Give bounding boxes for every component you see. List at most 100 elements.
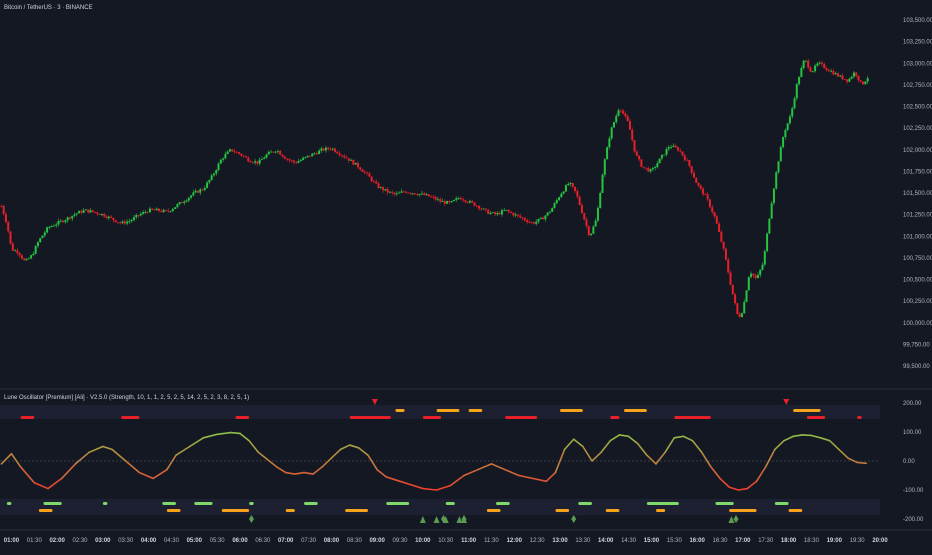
candle-body xyxy=(724,248,727,260)
candle-body xyxy=(162,210,165,212)
oscillator-line-segment xyxy=(33,481,49,490)
candle-body xyxy=(407,192,410,194)
time-tick-label: 17:00 xyxy=(735,538,751,544)
candle-body xyxy=(452,199,455,202)
oscillator-line-segment xyxy=(856,461,868,465)
candle-body xyxy=(807,60,810,68)
candle-body xyxy=(478,205,481,209)
candle-body xyxy=(368,173,371,177)
time-tick-label: 16:00 xyxy=(689,538,705,544)
candle-body xyxy=(832,70,835,75)
candle-body xyxy=(331,148,334,150)
oscillator-tick-label: -200.00 xyxy=(903,517,924,523)
oscillator-line-segment xyxy=(764,448,776,468)
candle-body xyxy=(587,226,590,236)
oscillator-line-segment xyxy=(175,445,191,457)
candle-body xyxy=(734,294,737,304)
candle-body xyxy=(850,76,853,79)
price-tick-label: 103,000.00 xyxy=(903,61,932,67)
candle-body xyxy=(539,217,542,219)
oscillator-line-segment xyxy=(673,435,685,439)
bottom-orange-bar xyxy=(555,509,570,512)
candle-body xyxy=(462,199,465,201)
time-tick-label: 04:30 xyxy=(164,538,180,544)
candle-body xyxy=(443,201,446,204)
diamond-marker xyxy=(248,515,254,523)
candle-body xyxy=(240,153,243,156)
candle-body xyxy=(656,163,659,168)
oscillator-line-segment xyxy=(330,448,342,459)
candle-body xyxy=(151,208,154,210)
diamond-marker xyxy=(461,515,467,523)
candle-body xyxy=(544,215,547,220)
candle-body xyxy=(96,212,99,215)
candle-body xyxy=(137,215,140,216)
candle-body xyxy=(7,221,10,232)
oscillator-line-segment xyxy=(655,451,666,465)
bottom-orange-bar xyxy=(285,509,295,512)
candle-body xyxy=(532,222,535,224)
time-tick-label: 20:00 xyxy=(872,538,888,544)
candle-body xyxy=(20,255,23,259)
candle-body xyxy=(103,213,106,217)
candle-body xyxy=(167,210,170,212)
candle-body xyxy=(11,243,14,251)
oscillator-line-segment xyxy=(19,465,36,484)
oscillator-tick-label: 100.00 xyxy=(903,430,922,436)
candle-body xyxy=(292,160,295,163)
oscillator-line-segment xyxy=(124,460,141,474)
candle-body xyxy=(135,215,138,218)
candle-body xyxy=(116,222,119,223)
candle-body xyxy=(178,202,181,205)
candle-body xyxy=(772,188,775,204)
time-tick-label: 01:00 xyxy=(4,538,20,544)
candle-body xyxy=(144,212,147,213)
candle-body xyxy=(647,168,650,172)
bottom-green-bar xyxy=(194,502,213,505)
candle-body xyxy=(171,208,174,212)
candle-body xyxy=(505,210,508,211)
candle-body xyxy=(846,79,849,82)
candle-body xyxy=(327,147,330,149)
candle-body xyxy=(827,69,830,72)
candle-body xyxy=(592,226,595,234)
candle-body xyxy=(763,251,766,265)
oscillator-line-segment xyxy=(138,471,154,480)
oscillator-line-segment xyxy=(847,457,858,464)
time-tick-label: 07:00 xyxy=(278,538,294,544)
oscillator-line-segment xyxy=(774,439,785,451)
candle-body xyxy=(596,208,599,221)
candle-body xyxy=(788,116,791,124)
candle-body xyxy=(244,156,247,158)
top-red-bar xyxy=(806,416,826,419)
candle-body xyxy=(430,196,433,198)
candle-body xyxy=(50,226,53,227)
oscillator-line-segment xyxy=(463,468,479,477)
oscillator-line-segment xyxy=(0,452,13,465)
candle-body xyxy=(686,159,689,161)
candle-body xyxy=(222,158,225,160)
candle-body xyxy=(564,185,567,192)
candle-body xyxy=(375,181,378,184)
candle-body xyxy=(841,75,844,80)
indicator-title: Lune Oscillator [Premium] [Ali] · V2.5.0… xyxy=(4,395,250,401)
oscillator-line-segment xyxy=(188,436,205,448)
candle-body xyxy=(510,211,513,213)
price-tick-label: 103,500.00 xyxy=(903,18,932,24)
candle-body xyxy=(713,212,716,217)
candle-body xyxy=(199,189,202,193)
candle-body xyxy=(830,70,833,72)
candle-body xyxy=(521,217,524,219)
candle-body xyxy=(126,221,129,224)
candle-body xyxy=(494,212,497,215)
candle-body xyxy=(649,169,652,172)
candle-body xyxy=(836,73,839,77)
candle-body xyxy=(75,213,78,215)
time-tick-label: 02:30 xyxy=(72,538,88,544)
oscillator-line-segment xyxy=(819,436,831,442)
candle-body xyxy=(473,202,476,206)
oscillator-line-segment xyxy=(399,480,415,487)
candle-body xyxy=(708,199,711,208)
